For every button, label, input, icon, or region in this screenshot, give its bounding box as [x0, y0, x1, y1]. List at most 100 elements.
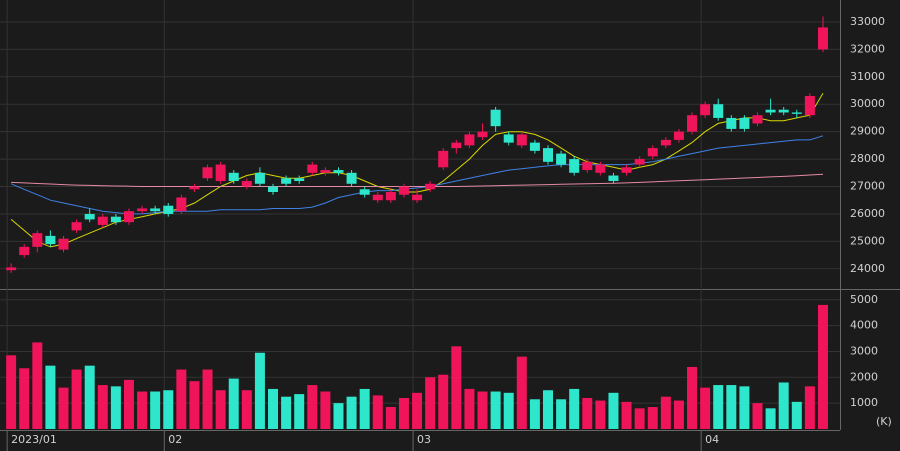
volume-bar: [608, 392, 619, 429]
volume-bar: [673, 400, 684, 429]
candle-body: [477, 131, 488, 138]
y-tick-label: 28000: [850, 152, 885, 165]
candle-body: [726, 117, 737, 129]
candle-body: [438, 150, 449, 168]
candle-body: [333, 170, 344, 173]
volume-bar: [542, 390, 553, 429]
candle-body: [451, 142, 462, 149]
candle-body: [123, 211, 134, 223]
y-tick-label: 33000: [850, 15, 885, 28]
candle-body: [739, 117, 750, 129]
volume-bar: [569, 388, 580, 429]
volume-bar: [621, 401, 632, 429]
volume-bar: [45, 365, 56, 429]
candle-body: [19, 246, 30, 256]
candle-body: [228, 172, 239, 182]
volume-bar: [372, 395, 383, 429]
volume-bar: [268, 388, 279, 429]
candle-body: [294, 178, 305, 182]
candle-body: [660, 139, 671, 146]
volume-bar: [385, 407, 396, 429]
volume-bar: [700, 387, 711, 429]
candle-body: [189, 186, 200, 190]
y-tick-label: 26000: [850, 207, 885, 220]
candle-body: [529, 142, 540, 151]
volume-bar: [123, 379, 134, 429]
volume-bar: [503, 392, 514, 429]
candle-body: [425, 183, 436, 190]
candle-body: [202, 167, 213, 179]
volume-bar: [529, 399, 540, 429]
volume-bar: [634, 408, 645, 429]
volume-bar: [58, 387, 69, 429]
candle-body: [503, 134, 514, 143]
candle-body: [241, 181, 252, 187]
x-tick-label: 03: [417, 433, 431, 446]
y2-tick-label: 1000: [850, 396, 878, 409]
candle-body: [110, 216, 121, 223]
candle-body: [6, 267, 17, 271]
candle-body: [398, 186, 409, 195]
volume-bar: [307, 385, 318, 429]
candle-body: [687, 115, 698, 132]
volume-bar: [346, 396, 357, 429]
ma-line: [10, 135, 824, 215]
y-tick-label: 24000: [850, 262, 885, 275]
volume-bar: [687, 366, 698, 429]
candle-body: [647, 148, 658, 157]
volume-bar: [32, 342, 43, 429]
volume-bar: [176, 369, 187, 429]
candle-body: [700, 104, 711, 116]
y-tick-label: 25000: [850, 234, 885, 247]
volume-bar: [804, 386, 815, 429]
volume-bar: [281, 396, 292, 429]
candle-body: [32, 233, 43, 247]
volume-bar: [412, 392, 423, 429]
candle-body: [268, 186, 279, 192]
volume-bar: [110, 386, 121, 429]
volume-bar: [438, 374, 449, 429]
candle-body: [412, 194, 423, 201]
volume-bar: [294, 394, 305, 429]
candle-body: [372, 194, 383, 201]
volume-bar: [660, 396, 671, 429]
volume-bar: [241, 390, 252, 429]
y-tick-label: 27000: [850, 180, 885, 193]
candle-body: [346, 172, 357, 184]
volume-bar: [556, 399, 567, 429]
candle-body: [45, 235, 56, 245]
volume-bar: [398, 397, 409, 429]
volume-bar: [228, 378, 239, 429]
candle-body: [595, 164, 606, 173]
volume-bar: [647, 407, 658, 429]
volume-bar: [19, 368, 30, 429]
x-tick-label: 02: [168, 433, 182, 446]
volume-bar: [582, 397, 593, 429]
candle-body: [490, 109, 501, 127]
candle-body: [778, 109, 789, 113]
candle-body: [215, 164, 226, 182]
candle-body: [582, 161, 593, 171]
volume-bar: [6, 355, 17, 429]
candle-body: [464, 134, 475, 146]
volume-unit: (K): [876, 415, 892, 428]
candle-body: [542, 148, 553, 162]
candle-body: [385, 192, 396, 201]
y-tick-label: 31000: [850, 70, 885, 83]
volume-bar: [97, 385, 108, 429]
candle-body: [97, 216, 108, 225]
volume-bar: [791, 401, 802, 429]
y2-tick-label: 4000: [850, 319, 878, 332]
candle-body: [569, 159, 580, 173]
volume-bar: [215, 390, 226, 429]
volume-bar: [726, 385, 737, 429]
candle-body: [320, 170, 331, 173]
x-tick-label: 04: [705, 433, 719, 446]
candle-body: [137, 208, 148, 212]
volume-bar: [254, 352, 265, 429]
y2-tick-label: 2000: [850, 370, 878, 383]
volume-bar: [595, 400, 606, 429]
x-tick-label: 2023/01: [11, 433, 57, 446]
y-tick-label: 30000: [850, 97, 885, 110]
